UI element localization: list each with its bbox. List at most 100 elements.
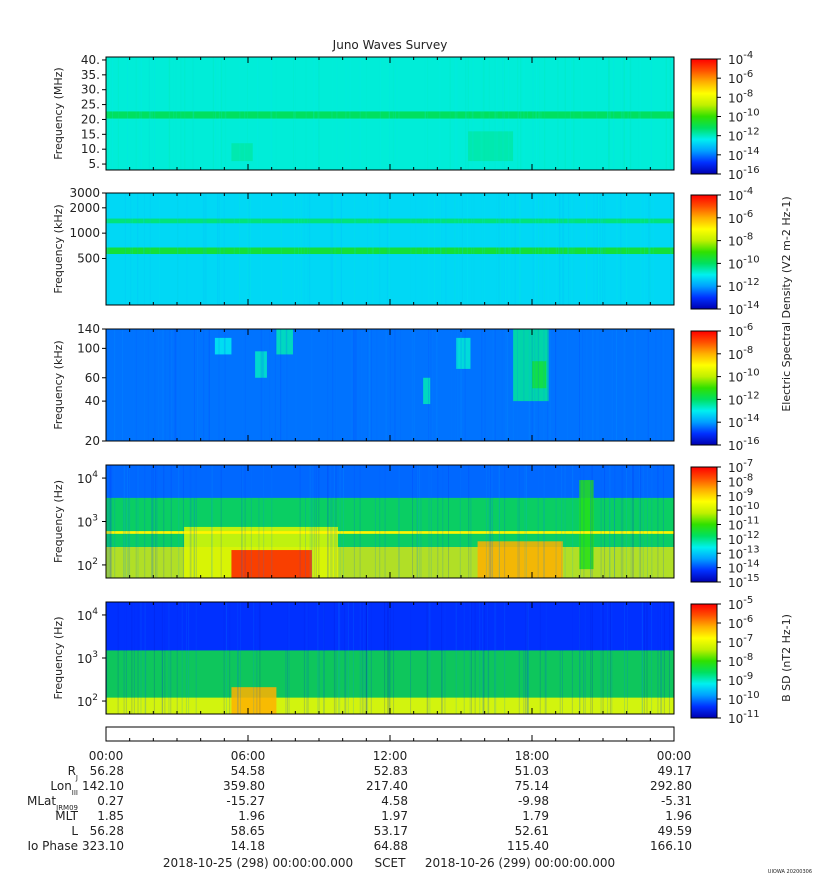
colorbar-tick-label: 10-9 xyxy=(728,671,753,688)
heatmap-texture xyxy=(602,193,604,305)
heatmap-texture xyxy=(178,465,180,578)
heatmap-texture xyxy=(339,465,341,578)
heatmap-texture xyxy=(353,329,355,441)
heatmap-texture xyxy=(430,329,432,441)
heatmap-texture xyxy=(297,193,299,305)
ephemeris-value: 1.79 xyxy=(522,809,549,823)
heatmap-texture xyxy=(611,329,613,441)
heatmap-texture xyxy=(135,329,137,441)
heatmap-texture xyxy=(648,193,650,305)
heatmap-texture xyxy=(164,329,166,441)
heatmap-texture xyxy=(481,193,483,305)
heatmap-texture xyxy=(498,465,500,578)
colorbar-tick-label: 10-14 xyxy=(728,146,760,163)
heatmap-texture xyxy=(593,193,595,305)
heatmap-texture xyxy=(543,193,545,305)
heatmap-texture xyxy=(528,329,530,441)
heatmap-texture xyxy=(424,57,426,170)
heatmap-texture xyxy=(260,329,262,441)
heatmap-texture xyxy=(525,465,527,578)
colorbar-tick-label: 10-8 xyxy=(728,88,753,105)
heatmap-texture xyxy=(340,193,342,305)
heatmap-texture xyxy=(398,465,400,578)
heatmap-texture xyxy=(108,193,110,305)
heatmap-texture xyxy=(484,329,486,441)
heatmap-texture xyxy=(632,465,634,578)
heatmap-texture xyxy=(532,57,534,170)
heatmap-texture xyxy=(223,193,225,305)
heatmap-texture xyxy=(109,465,111,578)
heatmap-texture xyxy=(250,465,252,578)
ephemeris-value: 359.80 xyxy=(223,779,265,793)
heatmap-texture xyxy=(170,602,172,714)
heatmap-texture xyxy=(481,329,483,441)
heatmap-texture xyxy=(416,465,418,578)
heatmap-texture xyxy=(523,329,525,441)
heatmap-texture xyxy=(179,329,181,441)
heatmap-texture xyxy=(300,193,302,305)
heatmap-texture xyxy=(590,465,592,578)
ephemeris-value: -15.27 xyxy=(226,794,265,808)
heatmap-texture xyxy=(203,329,205,441)
heatmap-texture xyxy=(175,329,177,441)
heatmap-texture xyxy=(601,193,603,305)
heatmap-texture xyxy=(280,193,282,305)
heatmap-band xyxy=(106,111,674,119)
heatmap-texture xyxy=(424,57,426,170)
y-tick-label: 40. xyxy=(81,53,100,67)
heatmap-texture xyxy=(365,57,367,170)
heatmap-texture xyxy=(389,329,391,441)
heatmap-texture xyxy=(649,193,651,305)
colorbar-tick-label: 10-16 xyxy=(728,165,760,182)
ephemeris-value: 52.83 xyxy=(374,764,408,778)
heatmap-texture xyxy=(482,602,484,714)
heatmap-texture xyxy=(327,329,329,441)
ephemeris-value: 166.10 xyxy=(650,839,692,853)
heatmap-texture xyxy=(479,602,481,714)
heatmap-texture xyxy=(106,602,108,714)
heatmap-texture xyxy=(117,57,119,170)
heatmap-texture xyxy=(349,57,351,170)
heatmap-texture xyxy=(596,329,598,441)
colorbar-tick-label: 10-12 xyxy=(728,277,760,294)
heatmap-texture xyxy=(384,465,386,578)
ephemeris-value: 4.58 xyxy=(381,794,408,808)
heatmap-texture xyxy=(218,329,220,441)
y-tick-label: 40 xyxy=(85,394,100,408)
heatmap-texture xyxy=(374,465,376,578)
heatmap-texture xyxy=(498,465,500,578)
heatmap-texture xyxy=(153,602,155,714)
heatmap-texture xyxy=(651,602,653,714)
heatmap-texture xyxy=(483,602,485,714)
heatmap-texture xyxy=(280,329,282,441)
heatmap-texture xyxy=(317,602,319,714)
colorbar-tick-label: 10-12 xyxy=(728,530,760,547)
heatmap-texture xyxy=(559,602,561,714)
heatmap-texture xyxy=(359,57,361,170)
heatmap-texture xyxy=(559,193,561,305)
colorbar-tick-label: 10-10 xyxy=(728,368,760,385)
heatmap-texture xyxy=(494,57,496,170)
heatmap-texture xyxy=(567,193,569,305)
heatmap-texture xyxy=(642,465,644,578)
heatmap-texture xyxy=(190,465,192,578)
heatmap-texture xyxy=(386,193,388,305)
y-tick-label: 103 xyxy=(77,514,98,530)
heatmap-texture xyxy=(106,57,108,170)
heatmap-texture xyxy=(501,329,503,441)
heatmap-texture xyxy=(144,465,146,578)
heatmap-texture xyxy=(584,602,586,714)
heatmap-texture xyxy=(143,329,145,441)
heatmap-texture xyxy=(503,193,505,305)
heatmap-texture xyxy=(359,329,361,441)
heatmap-feature xyxy=(532,361,547,389)
heatmap-texture xyxy=(127,465,129,578)
heatmap-texture xyxy=(660,329,662,441)
heatmap-texture xyxy=(193,465,195,578)
heatmap-texture xyxy=(649,193,651,305)
heatmap-texture xyxy=(215,57,217,170)
heatmap-texture xyxy=(498,193,500,305)
heatmap-texture xyxy=(186,193,188,305)
panels: 40.35.30.25.20.15.10.5. Frequency (MHz) 10… xyxy=(52,50,793,726)
heatmap-texture xyxy=(394,329,396,441)
